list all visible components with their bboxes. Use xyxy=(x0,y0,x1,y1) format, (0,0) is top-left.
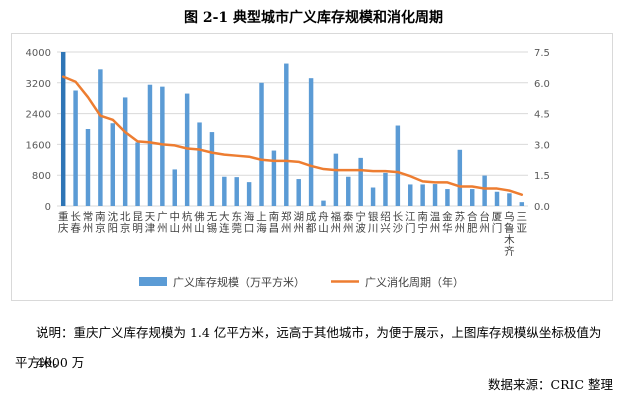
bar xyxy=(73,90,78,206)
y-right-tick-label: 4.5 xyxy=(534,110,550,121)
x-tick-label: 福州 xyxy=(331,210,342,235)
x-tick-label: 长沙 xyxy=(393,211,404,235)
y-left-tick-label: 4000 xyxy=(26,48,51,59)
x-tick-label: 舟山 xyxy=(318,210,329,235)
x-tick-label: 绍兴 xyxy=(380,210,391,235)
bar xyxy=(321,200,326,206)
x-tick-label: 无锡 xyxy=(207,211,218,235)
series-line xyxy=(61,75,524,196)
y-left-tick-label: 800 xyxy=(32,171,51,182)
x-tick-label: 沈阳 xyxy=(108,210,119,235)
bar xyxy=(60,52,66,206)
bar xyxy=(408,184,413,206)
chart-frame: 0 0.0 800 1.5 1600 3.0 2400 4.5 3200 6.0 4000 7.5 重庆… xyxy=(11,33,613,301)
x-tick-label: 成都 xyxy=(306,211,317,235)
bar xyxy=(370,187,376,206)
x-tick-label: 江门 xyxy=(405,211,416,235)
y-right-tick-label: 1.5 xyxy=(534,171,550,182)
y-left-tick-label: 2400 xyxy=(26,110,51,121)
bar xyxy=(271,150,277,206)
bar xyxy=(482,175,487,206)
chart-note-continued: 平方米。 xyxy=(15,355,66,370)
x-tick-label: 天津 xyxy=(145,211,156,235)
bar xyxy=(420,184,425,206)
x-tick-label: 苏州 xyxy=(455,210,466,235)
bar xyxy=(296,179,301,206)
chart: 0 0.0 800 1.5 1600 3.0 2400 4.5 3200 6.0 4000 7.5 重庆… xyxy=(26,48,550,289)
x-tick-label: 合肥 xyxy=(467,210,478,235)
x-tick-label: 佛山 xyxy=(194,210,205,235)
y-left-tick-label: 0 xyxy=(45,202,51,213)
x-tick-label: 北京 xyxy=(120,211,131,235)
x-tick-label: 杭州 xyxy=(182,210,193,235)
x-tick-label: 三亚 xyxy=(517,211,528,235)
x-tick-label: 上海 xyxy=(256,211,267,235)
bar xyxy=(135,142,140,206)
bar xyxy=(469,189,475,206)
x-tick-label: 南昌 xyxy=(269,210,280,235)
figure-title: 图 2-1 典型城市广义库存规模和消化周期 xyxy=(183,10,444,26)
y-right-tick-label: 3.0 xyxy=(534,140,550,151)
x-tick-label: 厦门 xyxy=(492,211,503,235)
bar xyxy=(383,172,388,206)
bar xyxy=(308,78,314,206)
bar xyxy=(445,189,450,206)
y-right-tick-label: 0.0 xyxy=(534,202,550,213)
x-tick-label: 南京 xyxy=(95,210,106,235)
bar xyxy=(507,193,512,206)
x-tick-label: 泰州 xyxy=(343,210,354,235)
x-tick-label: 昆明 xyxy=(132,211,143,235)
y-left-tick-label: 3200 xyxy=(26,79,51,90)
bar xyxy=(147,84,153,206)
bar xyxy=(284,63,289,206)
x-tick-label: 郑州 xyxy=(281,210,292,235)
x-tick-label: 乌鲁木齐 xyxy=(504,210,515,258)
bar xyxy=(358,157,363,206)
x-tick-label: 重庆 xyxy=(58,210,69,235)
legend-bar-swatch xyxy=(139,277,167,286)
y-right-tick-label: 7.5 xyxy=(534,48,550,59)
bar xyxy=(172,169,177,206)
bar xyxy=(184,93,190,206)
bar xyxy=(457,149,463,206)
bar xyxy=(209,132,215,206)
bar xyxy=(222,176,227,206)
bar xyxy=(346,176,351,206)
bar xyxy=(259,82,264,206)
legend-line-label: 广义消化周期（年） xyxy=(365,275,464,289)
x-tick-label: 广州 xyxy=(157,211,168,235)
bar xyxy=(122,97,128,206)
x-tick-label: 大连 xyxy=(219,210,230,235)
x-tick-label: 中山 xyxy=(170,210,181,235)
legend-bar-label: 广义库存规模（万平方米） xyxy=(173,275,305,289)
y-right-tick-label: 6.0 xyxy=(534,79,550,90)
x-tick-label: 银川 xyxy=(368,210,379,235)
data-source: 数据来源：CRIC 整理 xyxy=(488,377,613,392)
x-tick-label: 金华 xyxy=(442,210,453,235)
x-tick-label: 东莞 xyxy=(231,210,242,235)
x-tick-label: 温州 xyxy=(430,211,441,235)
chart-note: 说明：重庆广义库存规模为 1.4 亿平方米，远高于其他城市，为便于展示，上图库存… xyxy=(36,325,602,370)
bar xyxy=(395,125,401,206)
bar xyxy=(98,69,103,206)
x-tick-label: 海口 xyxy=(244,210,255,235)
bar xyxy=(246,182,252,206)
x-tick-label: 常州 xyxy=(83,210,94,235)
bar xyxy=(519,202,525,206)
bar xyxy=(494,191,500,206)
x-tick-label: 长春 xyxy=(70,211,81,235)
bar xyxy=(160,86,165,206)
bar xyxy=(333,153,339,206)
bar xyxy=(110,123,116,206)
bar xyxy=(234,177,239,206)
bar xyxy=(85,129,91,206)
y-left-tick-label: 1600 xyxy=(26,140,51,151)
x-tick-label: 湖州 xyxy=(293,211,304,235)
x-tick-label: 台州 xyxy=(479,210,490,235)
bar xyxy=(197,122,202,206)
x-tick-label: 宁波 xyxy=(355,210,366,235)
x-tick-label: 南宁 xyxy=(417,210,428,235)
bar xyxy=(432,184,438,206)
